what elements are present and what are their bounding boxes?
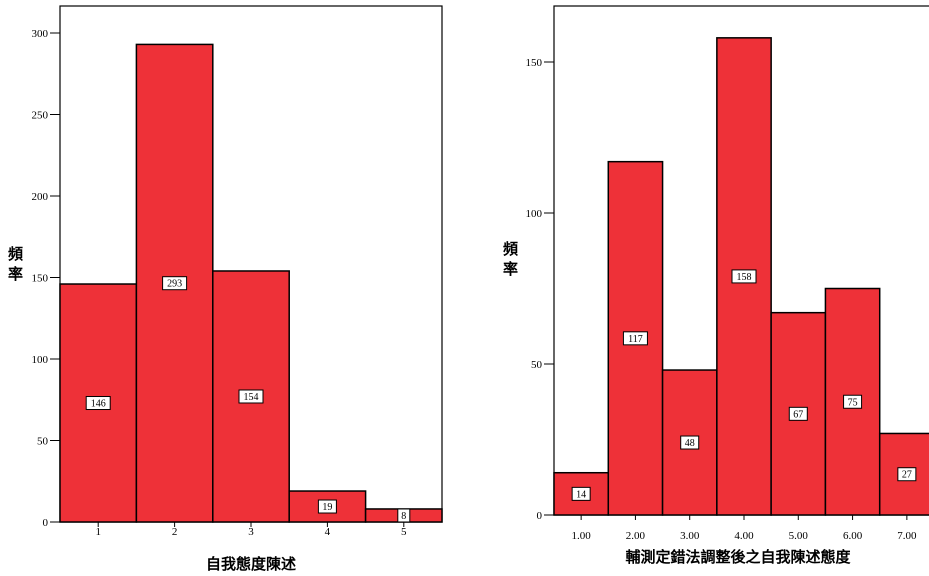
chart-1-ytick-label: 200	[32, 191, 49, 203]
chart-1-x-axis-title: 自我態度陳述	[206, 555, 296, 573]
chart-2-ylabel-char-1: 頻率	[503, 240, 518, 278]
chart-2-data-label-box	[843, 394, 863, 409]
chart-1-data-label-box	[85, 396, 111, 411]
chart-2-ytick-label: 100	[526, 208, 543, 220]
chart-2-xtick-label: 7.00	[897, 530, 917, 542]
chart-1-ytick-label: 50	[37, 436, 49, 448]
chart-2: 0 50 100 150 1.00 2.00 3.00 4.00 5.00 6.00 7.00 1…	[503, 5, 929, 566]
chart-1-ytick-label: 150	[32, 273, 49, 285]
chart-1-data-label: 293	[167, 279, 182, 290]
chart-2-xtick-label: 1.00	[572, 530, 592, 542]
chart-2-xtick-label: 4.00	[734, 530, 754, 542]
chart-2-ytick-label: 150	[526, 57, 543, 69]
chart-1-x-axis: 1 2 3 4 5	[95, 522, 407, 538]
chart-1-xtick-label: 2	[172, 526, 178, 538]
chart-1-data-label-box	[397, 508, 411, 523]
chart-1: 0 50 100 150 200 250 300 1 2 3 4 5 146 293 154 19 8 頻率…	[8, 5, 443, 573]
chart-2-xtick-label: 5.00	[789, 530, 809, 542]
chart-1-data-label-box	[162, 276, 188, 291]
chart-1-data-label: 8	[401, 511, 406, 522]
chart-2-data-label: 158	[737, 272, 752, 283]
chart-2-x-axis-title: 輔測定錯法調整後之自我陳述態度	[625, 548, 851, 566]
chart-2-xtick-label: 6.00	[843, 530, 863, 542]
chart-1-data-label: 146	[91, 399, 106, 410]
chart-2-xtick-label: 2.00	[626, 530, 646, 542]
chart-1-xtick-label: 5	[401, 526, 407, 538]
chart-2-data-label: 75	[848, 397, 858, 408]
chart-1-data-label-box	[317, 499, 337, 514]
chart-1-y-axis: 0 50 100 150 200 250 300	[32, 28, 60, 529]
chart-1-data-labels: 146 293 154 19 8	[85, 276, 411, 523]
chart-1-data-label: 19	[322, 502, 332, 513]
chart-2-ytick-label: 0	[537, 510, 543, 522]
chart-2-data-label-box	[571, 486, 591, 501]
chart-2-y-axis: 0 50 100 150	[526, 57, 554, 522]
chart-1-data-label: 154	[244, 392, 259, 403]
chart-1-ytick-label: 0	[43, 517, 49, 529]
chart-2-data-label-box	[897, 467, 917, 482]
chart-2-data-label-box	[788, 406, 808, 421]
chart-2-data-label: 14	[576, 489, 586, 500]
chart-1-xtick-label: 3	[248, 526, 254, 538]
chart-1-xtick-label: 1	[95, 526, 101, 538]
chart-2-ytick-label: 50	[531, 359, 543, 371]
chart-1-data-label-box	[238, 389, 264, 404]
chart-2-data-label: 67	[793, 409, 803, 420]
chart-2-xtick-label: 3.00	[680, 530, 700, 542]
chart-2-data-label: 27	[902, 470, 912, 481]
chart-2-data-label: 117	[628, 334, 643, 345]
chart-2-data-label-box	[622, 331, 648, 346]
chart-2-data-labels: 14 117 48 158 67 75 27	[571, 269, 917, 501]
chart-2-data-label-box	[680, 435, 700, 450]
chart-1-ytick-label: 100	[32, 354, 49, 366]
chart-2-x-axis: 1.00 2.00 3.00 4.00 5.00 6.00 7.00	[572, 515, 917, 542]
chart-1-ylabel-char-1: 頻率	[8, 245, 23, 283]
chart-1-xtick-label: 4	[325, 526, 331, 538]
chart-1-ytick-label: 250	[32, 110, 49, 122]
chart-1-ytick-label: 300	[32, 28, 49, 40]
chart-2-data-label: 48	[685, 438, 695, 449]
chart-2-data-label-box	[731, 269, 757, 284]
